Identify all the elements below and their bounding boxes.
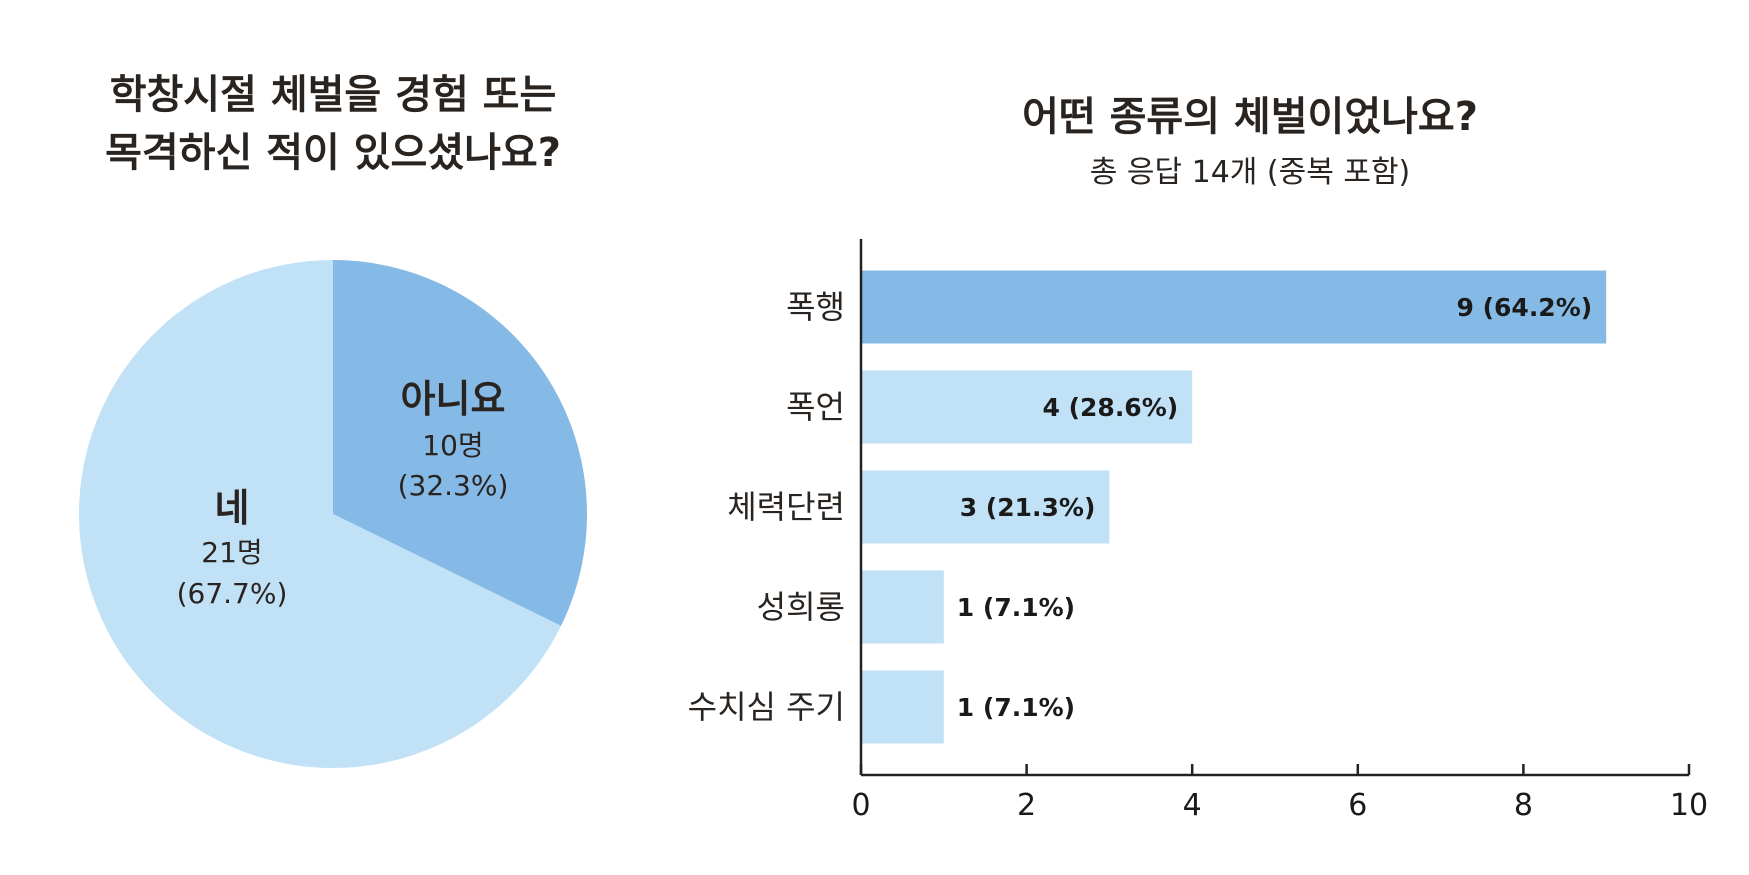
pie-slice-label-yes: 네 [215, 486, 250, 530]
pie-slice-0 [333, 260, 587, 626]
bar-axes: 0 2 4 6 8 10 [851, 239, 1708, 823]
bar-chart: 어떤 종류의 체벌이었나요? 총 응답 14개 (중복 포함) 폭행 9 (64.… [688, 94, 1708, 823]
bar-0 [861, 270, 1607, 344]
category-label-0: 폭행 [786, 288, 845, 326]
value-label-1: 4 (28.6%) [1043, 393, 1179, 422]
pie-chart: 학창시절 체벌을 경험 또는 목격하신 적이 있으셨나요? 아니요 10명 (3… [78, 72, 587, 768]
bar-4 [861, 670, 944, 744]
value-label-2: 3 (21.3%) [960, 493, 1096, 522]
x-tick-label-4: 8 [1514, 788, 1533, 823]
pie-title-line-1: 학창시절 체벌을 경험 또는 [110, 72, 557, 118]
pie-slice-percent-no: (32.3%) [398, 469, 509, 502]
pie-slice-count-yes: 21명 [201, 536, 262, 569]
bar-title: 어떤 종류의 체벌이었나요? [1022, 94, 1478, 140]
value-label-0: 9 (64.2%) [1457, 293, 1593, 322]
x-tick-label-2: 4 [1183, 788, 1202, 823]
category-label-2: 체력단련 [727, 488, 845, 526]
value-label-4: 1 (7.1%) [957, 693, 1075, 722]
x-tick-label-1: 2 [1017, 788, 1036, 823]
pie-slice-label-no: 아니요 [401, 377, 506, 421]
x-tick-label-0: 0 [851, 788, 870, 823]
pie-slice-percent-yes: (67.7%) [177, 577, 288, 610]
category-label-3: 성희롱 [757, 588, 845, 626]
bar-1 [861, 370, 1193, 444]
value-label-3: 1 (7.1%) [957, 593, 1075, 622]
x-tick-label-3: 6 [1348, 788, 1367, 823]
category-label-1: 폭언 [786, 388, 845, 426]
pie-slice-1 [78, 260, 562, 768]
bar-2 [861, 470, 1110, 544]
pie-title-line-2: 목격하신 적이 있으셨나요? [105, 130, 561, 176]
bar-subtitle: 총 응답 14개 (중복 포함) [1090, 155, 1411, 190]
bars: 폭행 9 (64.2%) 폭언 4 (28.6%) 체력단련 3 (21.3%) 성희롱 1 … [688, 270, 1607, 744]
x-tick-label-5: 10 [1670, 788, 1708, 823]
category-label-4: 수치심 주기 [688, 688, 845, 726]
pie-slice-count-no: 10명 [422, 429, 483, 462]
pie-slices [78, 260, 587, 768]
bar-3 [861, 570, 944, 644]
